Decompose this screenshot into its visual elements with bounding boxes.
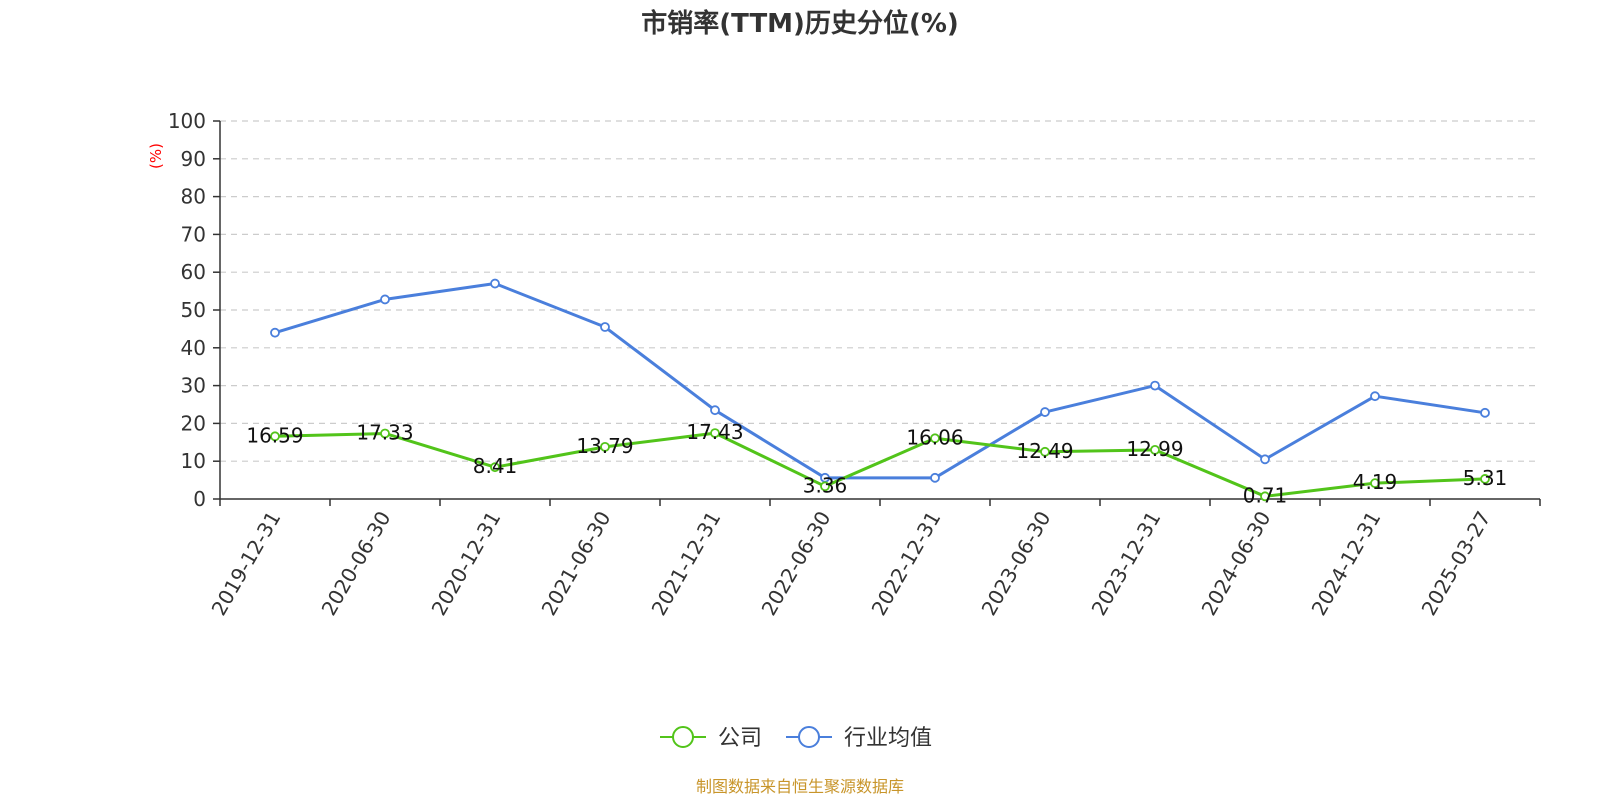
data-label: 4.19 (1353, 470, 1398, 494)
series-line-0 (274, 431, 1486, 498)
data-label: 8.41 (473, 454, 518, 478)
chart-title: 市销率(TTM)历史分位(%) (641, 8, 959, 39)
x-tick-label: 2021-12-31 (646, 507, 725, 620)
x-tick-label: 2020-06-30 (316, 507, 395, 620)
data-point[interactable] (930, 433, 940, 444)
data-point[interactable] (600, 322, 610, 332)
y-axis-unit: (%) (147, 143, 165, 169)
data-point[interactable] (1040, 446, 1050, 457)
data-point[interactable] (600, 441, 610, 452)
x-tick-label: 2024-12-31 (1306, 507, 1385, 620)
data-point[interactable] (490, 278, 500, 289)
data-point[interactable] (1370, 478, 1380, 489)
data-point[interactable] (710, 428, 720, 439)
legend-label: 公司 (718, 726, 762, 751)
y-tick-label: 50 (181, 298, 206, 322)
x-tick-label: 2019-12-31 (206, 507, 285, 620)
x-tick-label: 2024-06-30 (1196, 507, 1275, 620)
data-point[interactable] (1480, 474, 1490, 484)
y-tick-label: 20 (181, 411, 206, 435)
data-point[interactable] (1150, 380, 1160, 391)
data-point[interactable] (1260, 491, 1270, 502)
data-point[interactable] (490, 462, 500, 473)
data-labels: 16.59 17.33 8.41 13.79 17.43 3.36 16.06 12.49 12… (246, 420, 1507, 507)
y-tick-label: 0 (193, 487, 206, 511)
x-tick-label: 2022-06-30 (756, 507, 835, 620)
source-note: 制图数据来自恒生聚源数据库 (696, 777, 904, 796)
y-tick-label: 60 (181, 260, 206, 284)
data-label: 5.31 (1463, 466, 1508, 490)
y-tick-label: 90 (181, 147, 206, 171)
grid-lines (220, 120, 1540, 462)
series-lines (270, 278, 1490, 502)
data-point[interactable] (1040, 407, 1050, 417)
data-label: 17.33 (356, 420, 413, 444)
data-point[interactable] (380, 428, 390, 439)
data-point[interactable] (1260, 454, 1270, 465)
x-tick-label: 2020-12-31 (426, 507, 505, 620)
data-point[interactable] (1480, 407, 1490, 418)
data-point[interactable] (1370, 391, 1380, 402)
data-label: 3.36 (803, 473, 848, 497)
data-point[interactable] (930, 472, 940, 483)
y-tick-label: 30 (181, 374, 206, 398)
y-tick-label: 100 (168, 109, 206, 133)
data-point[interactable] (1150, 444, 1160, 455)
data-label: 12.49 (1016, 439, 1073, 463)
data-point[interactable] (710, 405, 720, 416)
data-label: 12.99 (1126, 437, 1183, 461)
series-line-1 (274, 282, 1486, 480)
legend[interactable]: 公司 行业均值 (660, 726, 932, 751)
legend-item-0[interactable]: 公司 (660, 726, 762, 751)
data-point[interactable] (270, 327, 280, 338)
y-tick-label: 80 (181, 185, 206, 209)
legend-label: 行业均值 (844, 726, 932, 751)
y-tick-label: 70 (181, 222, 206, 246)
data-label: 0.71 (1243, 483, 1288, 507)
data-label: 13.79 (576, 434, 633, 458)
x-tick-label: 2023-12-31 (1086, 507, 1165, 620)
legend-item-1[interactable]: 行业均值 (786, 726, 932, 751)
data-label: 16.59 (246, 423, 303, 447)
x-tick-label: 2021-06-30 (536, 507, 615, 620)
data-point[interactable] (380, 294, 390, 305)
x-tick-label: 2022-12-31 (866, 507, 945, 620)
axes: 0 10 20 30 40 50 60 70 80 90 100 2019-12-31 2020-06-… (168, 109, 1541, 620)
x-tick-label: 2025-03-27 (1416, 507, 1495, 620)
data-point[interactable] (820, 481, 830, 492)
x-tick-label: 2023-06-30 (976, 507, 1055, 620)
data-point[interactable] (270, 431, 280, 442)
data-label: 17.43 (686, 420, 743, 444)
legend-marker (798, 726, 820, 748)
y-tick-label: 40 (181, 336, 206, 360)
data-label: 16.06 (906, 425, 963, 449)
y-tick-label: 10 (181, 449, 206, 473)
legend-marker (672, 726, 694, 748)
